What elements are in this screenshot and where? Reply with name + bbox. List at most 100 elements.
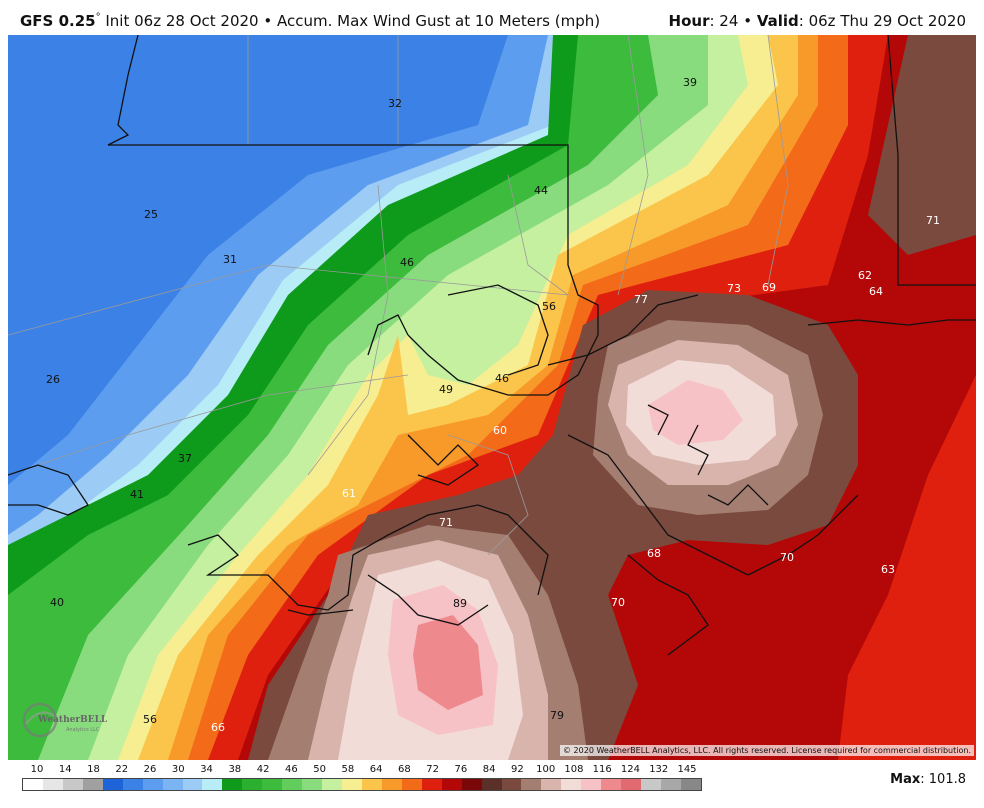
- value-labels: 32 39 25 44 71 31 46 62 64 73 69 77 56 26 49 46 60 37 41 61…: [46, 76, 940, 734]
- title-bar: GFS 0.25° Init 06z 28 Oct 2020 • Accum. …: [0, 0, 984, 36]
- title-bullet-2: •: [743, 12, 753, 30]
- valid-value: : 06z Thu 29 Oct 2020: [798, 12, 966, 30]
- legend-swatch: [122, 779, 143, 790]
- legend-swatch: [23, 779, 43, 790]
- legend-tick-label: 92: [511, 764, 524, 775]
- legend-swatch: [481, 779, 502, 790]
- legend-swatch: [421, 779, 442, 790]
- map-value-label: 73: [727, 282, 741, 295]
- map-value-label: 37: [178, 452, 192, 465]
- map-title: GFS 0.25° Init 06z 28 Oct 2020 • Accum. …: [20, 12, 600, 30]
- legend-tick-label: 18: [87, 764, 100, 775]
- legend-swatch: [680, 779, 701, 790]
- svg-text:Analytics LLC: Analytics LLC: [66, 727, 100, 733]
- legend-swatch: [342, 779, 362, 790]
- map-value-label: 63: [881, 563, 895, 576]
- legend-swatch: [282, 779, 303, 790]
- legend-swatch: [222, 779, 243, 790]
- map-value-label: 70: [780, 551, 794, 564]
- legend-swatch: [621, 779, 642, 790]
- valid-label: Valid: [756, 12, 799, 30]
- title-bullet: •: [263, 12, 273, 30]
- map-value-label: 46: [495, 372, 509, 385]
- legend-swatch: [441, 779, 462, 790]
- legend-swatch: [242, 779, 263, 790]
- weatherbell-logo: WeatherBELL Analytics LLC: [22, 702, 108, 738]
- legend-swatch: [182, 779, 203, 790]
- legend-tick-label: 50: [313, 764, 326, 775]
- band-98-s: [413, 615, 483, 710]
- copyright-notice: © 2020 WeatherBELL Analytics, LLC. All r…: [560, 745, 974, 756]
- map-value-label: 46: [400, 256, 414, 269]
- map-value-label: 68: [647, 547, 661, 560]
- legend-tick-label: 108: [564, 764, 584, 775]
- legend-swatch: [521, 779, 542, 790]
- legend-tick-label: 116: [592, 764, 612, 775]
- legend-swatch: [661, 779, 681, 790]
- legend-colorbar: [22, 778, 702, 791]
- legend-swatch: [202, 779, 223, 790]
- legend-swatch: [262, 779, 283, 790]
- hour-label: Hour: [668, 12, 710, 30]
- legend-swatch: [82, 779, 103, 790]
- legend-swatch: [541, 779, 562, 790]
- legend-tick-label: 64: [369, 764, 383, 775]
- max-value-text: : 101.8: [920, 772, 966, 787]
- map-value-label: 60: [493, 424, 507, 437]
- state-borders: [8, 35, 789, 556]
- legend-swatch: [142, 779, 163, 790]
- max-value: Max: 101.8: [890, 772, 966, 787]
- legend-swatch: [322, 779, 342, 790]
- legend-tick-label: 10: [30, 764, 44, 775]
- wind-gust-map: 32 39 25 44 71 31 46 62 64 73 69 77 56 26 49 46 60 37 41 61…: [8, 35, 976, 760]
- legend-swatch: [361, 779, 382, 790]
- valid-time: Hour: 24 • Valid: 06z Thu 29 Oct 2020: [669, 12, 966, 30]
- legend-swatch: [641, 779, 661, 790]
- legend-tick-label: 76: [454, 764, 468, 775]
- model-name: GFS 0.25: [20, 12, 96, 30]
- map-value-label: 56: [143, 713, 157, 726]
- legend-swatch: [581, 779, 602, 790]
- legend-swatch: [42, 779, 63, 790]
- legend-tick-label: 46: [284, 764, 298, 775]
- map-value-label: 77: [634, 293, 648, 306]
- legend-tick-label: 124: [620, 764, 641, 775]
- map-value-label: 49: [439, 383, 453, 396]
- country-borders: [8, 35, 976, 656]
- legend-swatch: [561, 779, 582, 790]
- degree-symbol: °: [95, 12, 101, 23]
- legend-swatch: [162, 779, 183, 790]
- map-value-label: 64: [869, 285, 883, 298]
- map-canvas: 32 39 25 44 71 31 46 62 64 73 69 77 56 26 49 46 60 37 41 61…: [8, 35, 976, 760]
- legend-tick-label: 30: [171, 764, 185, 775]
- max-label-text: Max: [890, 772, 921, 787]
- legend-tick-label: 68: [398, 764, 411, 775]
- map-value-label: 89: [453, 597, 467, 610]
- legend-tick-label: 72: [426, 764, 440, 775]
- svg-text:WeatherBELL: WeatherBELL: [37, 715, 108, 725]
- init-time: Init 06z 28 Oct 2020: [105, 12, 259, 30]
- map-value-label: 31: [223, 253, 237, 266]
- color-legend: 10 14 18 22 26 30 34 38 42 46 50 58 64 68 72 76 84 92 100 1…: [22, 764, 702, 800]
- band-94: [648, 380, 743, 445]
- product-name: Accum. Max Wind Gust at 10 Meters (mph): [277, 12, 601, 30]
- map-value-label: 39: [683, 76, 697, 89]
- map-value-label: 32: [388, 97, 402, 110]
- map-value-label: 71: [439, 516, 453, 529]
- map-value-label: 56: [542, 300, 556, 313]
- band-78-n: [868, 35, 976, 255]
- legend-swatch: [62, 779, 83, 790]
- legend-swatch: [102, 779, 123, 790]
- map-value-label: 79: [550, 709, 564, 722]
- legend-tick-label: 42: [256, 764, 270, 775]
- map-value-label: 70: [611, 596, 625, 609]
- map-value-label: 41: [130, 488, 144, 501]
- legend-tick-label: 22: [115, 764, 129, 775]
- hour-value: : 24: [709, 12, 739, 30]
- map-value-label: 69: [762, 281, 776, 294]
- map-value-label: 66: [211, 721, 225, 734]
- legend-tick-label: 84: [482, 764, 496, 775]
- map-value-label: 61: [342, 487, 356, 500]
- map-value-label: 44: [534, 184, 548, 197]
- legend-tick-label: 145: [677, 764, 697, 775]
